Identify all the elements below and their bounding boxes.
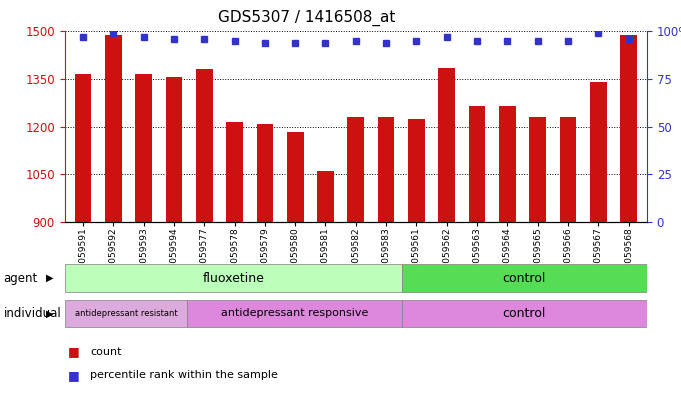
Bar <box>590 82 607 222</box>
Bar <box>408 119 425 222</box>
Text: individual: individual <box>3 307 61 320</box>
Text: ▶: ▶ <box>46 309 54 318</box>
Bar <box>469 106 486 222</box>
Text: ■: ■ <box>68 345 80 358</box>
Bar <box>136 74 152 222</box>
Text: ▶: ▶ <box>46 273 54 283</box>
Bar <box>65 300 187 327</box>
Bar <box>105 35 121 222</box>
Text: antidepressant resistant: antidepressant resistant <box>75 309 177 318</box>
Text: percentile rank within the sample: percentile rank within the sample <box>90 370 278 380</box>
Bar <box>74 74 91 222</box>
Bar <box>257 123 273 222</box>
Bar <box>560 117 576 222</box>
Bar <box>65 264 402 292</box>
Bar <box>187 300 402 327</box>
Bar <box>347 117 364 222</box>
Bar <box>439 68 455 222</box>
Bar <box>499 106 516 222</box>
Text: antidepressant responsive: antidepressant responsive <box>221 309 368 318</box>
Bar <box>378 117 394 222</box>
Text: count: count <box>90 347 121 357</box>
Bar <box>529 117 546 222</box>
Bar <box>317 171 334 222</box>
Text: agent: agent <box>3 272 37 285</box>
Bar <box>402 300 647 327</box>
Text: control: control <box>503 272 546 285</box>
Bar <box>165 77 183 222</box>
Text: fluoxetine: fluoxetine <box>202 272 264 285</box>
Bar <box>402 264 647 292</box>
Text: GDS5307 / 1416508_at: GDS5307 / 1416508_at <box>218 10 395 26</box>
Bar <box>287 132 304 222</box>
Text: ■: ■ <box>68 369 80 382</box>
Bar <box>196 69 212 222</box>
Bar <box>226 122 243 222</box>
Text: control: control <box>503 307 546 320</box>
Bar <box>620 35 637 222</box>
